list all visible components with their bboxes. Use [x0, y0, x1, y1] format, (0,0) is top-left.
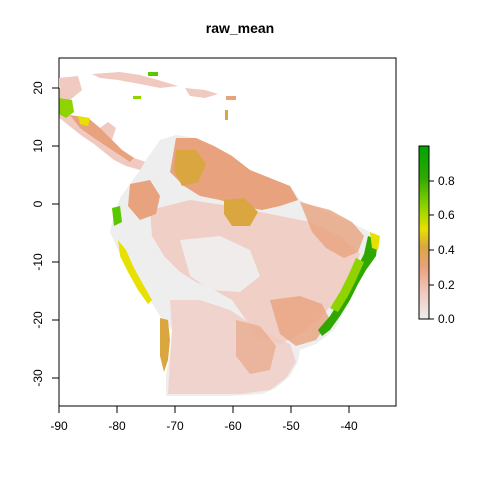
plot-title: raw_mean	[205, 20, 275, 36]
legend-tick-label: 0.6	[438, 208, 455, 222]
x-axis: -90 -80 -70 -60 -50 -40	[50, 405, 358, 433]
amazon-brown	[224, 198, 258, 226]
y-tick-label: 10	[31, 139, 45, 153]
central-america-orange	[70, 115, 134, 162]
atlantic-forest-yellow	[330, 258, 364, 312]
x-tick-label: -80	[108, 419, 126, 433]
x-tick-label: -60	[224, 419, 242, 433]
venezuela-brown	[174, 150, 206, 186]
x-tick-label: -90	[50, 419, 68, 433]
y-tick-label: 0	[31, 200, 45, 207]
pampas-orange	[236, 320, 276, 374]
y-axis: 20 10 0 -10 -20 -30	[31, 81, 60, 387]
chile-coast-yellow	[160, 318, 170, 372]
x-tick-label: -40	[340, 419, 358, 433]
legend-tick-label: 0.8	[438, 174, 455, 188]
raster-map	[59, 72, 380, 396]
pacific-coast-green	[112, 206, 122, 226]
caribbean-green-1	[148, 72, 158, 76]
south-orange	[270, 296, 330, 346]
x-tick-label: -70	[166, 419, 184, 433]
legend-tick-label: 0.0	[438, 312, 455, 326]
mexico-green	[59, 98, 74, 118]
color-legend: 0.8 0.6 0.4 0.2 0.0	[418, 145, 455, 326]
caribbean-islands	[92, 72, 178, 88]
caribbean-green-2	[133, 96, 141, 99]
legend-color-bar	[418, 145, 430, 320]
lesser-antilles	[225, 110, 228, 120]
x-tick-label: -50	[282, 419, 300, 433]
yucatan-green	[78, 116, 90, 126]
puerto-rico	[226, 96, 236, 100]
guiana-orange	[170, 138, 298, 210]
east-orange	[300, 202, 364, 258]
y-tick-label: -30	[31, 369, 45, 387]
y-tick-label: -10	[31, 253, 45, 271]
central-pale	[180, 236, 260, 292]
peru-coast-yellow	[118, 240, 152, 304]
hispaniola	[185, 88, 218, 98]
mexico-central-america	[59, 76, 146, 170]
y-tick-label: 20	[31, 81, 45, 95]
colombia-orange	[128, 180, 160, 220]
y-tick-label: -20	[31, 311, 45, 329]
northeast-yellow	[370, 232, 380, 250]
legend-tick-label: 0.2	[438, 278, 455, 292]
legend-tick-label: 0.4	[438, 243, 455, 257]
